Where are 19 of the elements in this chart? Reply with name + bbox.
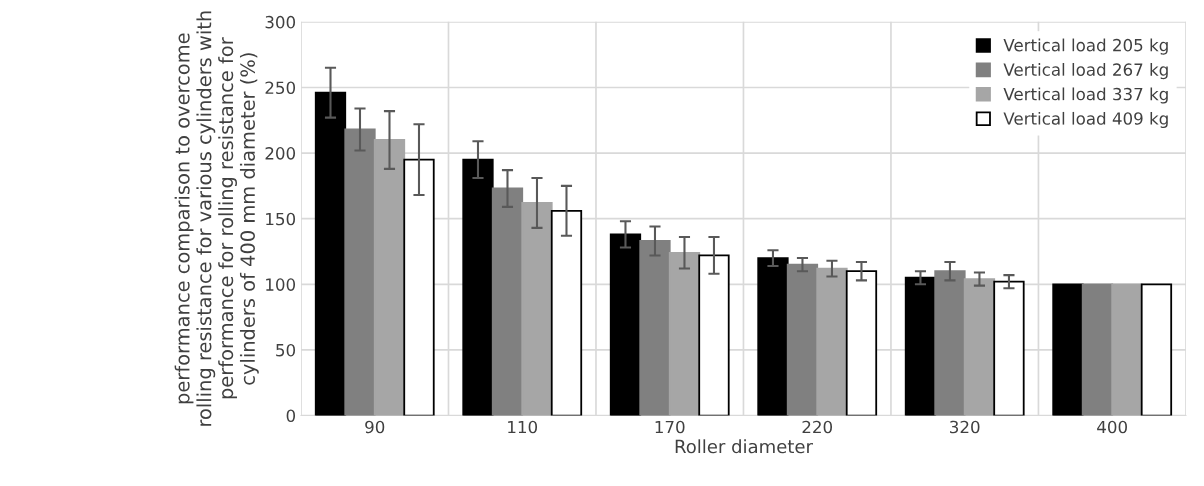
y-tick-label: 200 [265, 147, 296, 160]
x-tick-label: 90 [365, 420, 385, 434]
y-tick-label: 250 [265, 81, 296, 95]
y-tick-label: 150 [266, 212, 296, 226]
y-tick-label: 50 [276, 343, 296, 357]
legend-label: Vertical load 205 kg [1003, 38, 1168, 55]
x-tick-label: 110 [508, 420, 538, 434]
x-tick-label: 220 [802, 420, 833, 434]
legend-label: Vertical load 267 kg [1003, 63, 1168, 80]
y-tick-label: 100 [266, 278, 296, 291]
legend-label: Vertical load 337 kg [1003, 87, 1168, 104]
y-tick-label: 300 [265, 15, 296, 29]
x-axis-title: Roller diameter [675, 439, 813, 454]
legend-label: Vertical load 409 kg [1003, 111, 1168, 129]
x-tick-label: 320 [950, 420, 980, 434]
x-tick-label: 400 [1097, 420, 1127, 434]
y-tick-label: 0 [286, 409, 296, 423]
y-axis-title: performance comparison to overcome rolling resistance for various cylinders with performance for rolling resistance for cylinders of 400 mm diameter (%) [174, 11, 259, 426]
x-tick-label: 170 [655, 420, 685, 434]
